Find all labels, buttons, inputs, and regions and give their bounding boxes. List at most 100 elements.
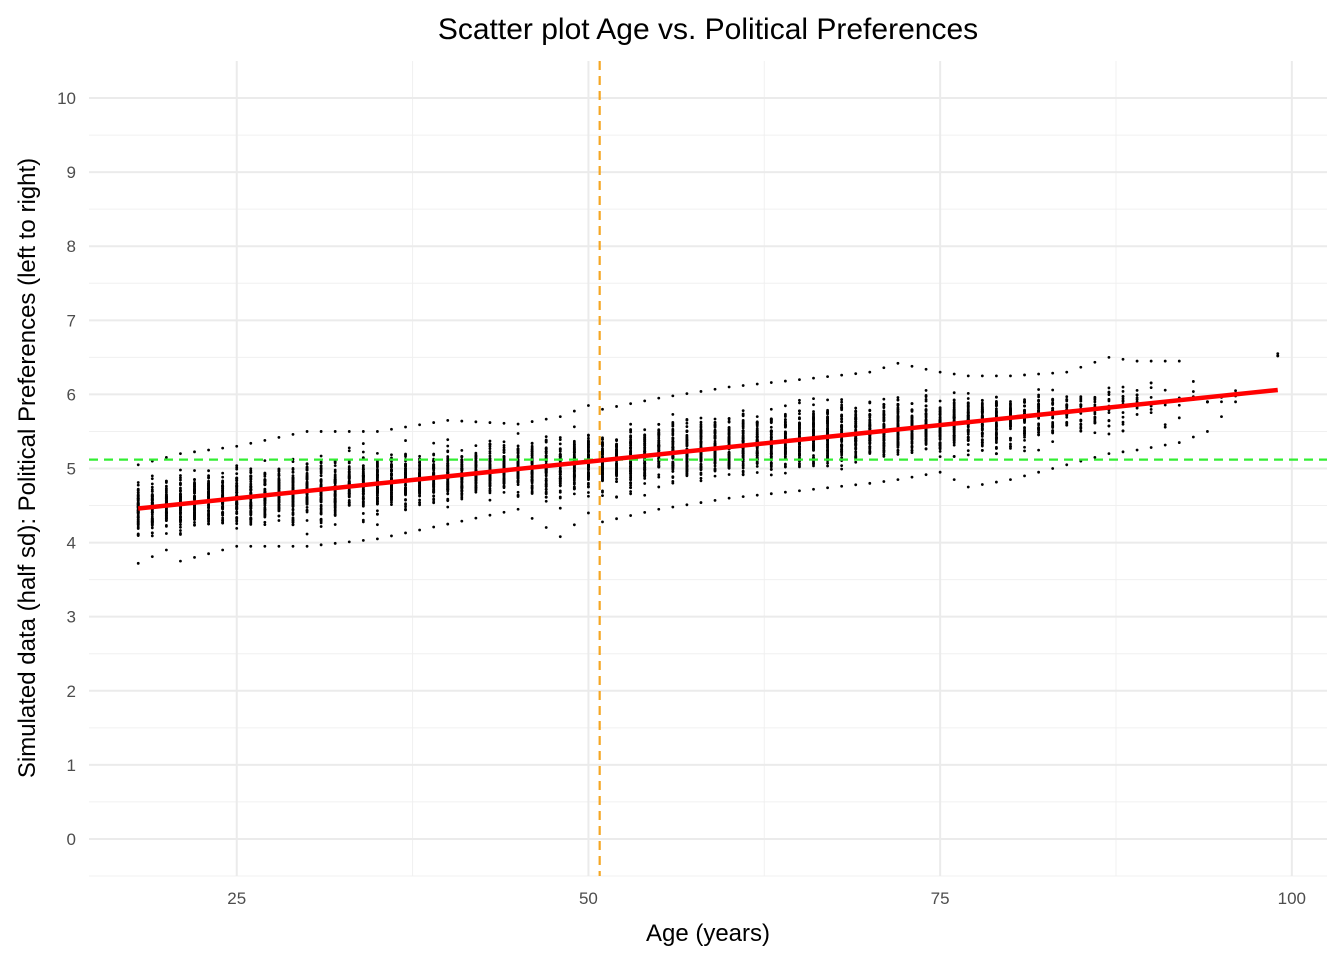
data-point xyxy=(783,425,787,429)
data-point xyxy=(516,444,520,448)
data-point xyxy=(502,462,506,465)
data-point xyxy=(657,485,661,489)
data-point xyxy=(615,472,618,475)
data-point xyxy=(488,447,492,451)
data-point xyxy=(629,402,633,406)
data-point xyxy=(277,473,281,477)
data-point xyxy=(404,455,407,458)
data-point xyxy=(924,473,928,477)
data-point xyxy=(615,449,618,453)
data-point xyxy=(966,415,970,419)
data-point xyxy=(460,486,464,490)
data-point xyxy=(629,430,633,434)
data-point xyxy=(671,463,675,467)
data-point xyxy=(516,480,520,484)
data-point xyxy=(980,444,984,448)
data-point xyxy=(390,534,393,538)
data-point xyxy=(516,432,520,435)
data-point xyxy=(572,439,576,443)
data-point xyxy=(319,474,323,478)
data-point xyxy=(164,548,168,552)
data-point xyxy=(601,476,604,480)
data-point xyxy=(769,381,773,384)
data-point xyxy=(868,370,872,374)
data-point xyxy=(291,519,295,523)
data-point xyxy=(375,498,379,501)
data-point xyxy=(390,485,393,489)
data-point xyxy=(657,465,661,469)
data-point xyxy=(713,442,717,446)
data-point xyxy=(882,403,886,407)
data-point xyxy=(404,474,407,478)
data-point xyxy=(375,493,379,497)
data-point xyxy=(643,446,647,449)
data-point xyxy=(319,505,323,509)
data-point xyxy=(446,468,450,472)
data-point xyxy=(783,379,787,383)
data-point xyxy=(235,519,239,523)
data-point xyxy=(502,490,506,494)
data-point xyxy=(643,444,647,447)
data-point xyxy=(488,439,492,443)
data-point xyxy=(826,375,829,379)
data-point xyxy=(572,425,576,429)
data-point xyxy=(713,420,717,424)
data-point xyxy=(685,418,689,422)
data-point xyxy=(727,419,731,423)
data-point xyxy=(572,456,576,460)
data-point xyxy=(558,476,562,480)
data-point xyxy=(516,448,520,452)
data-point xyxy=(136,483,140,487)
data-point xyxy=(179,523,182,526)
data-point xyxy=(291,467,295,470)
data-point xyxy=(235,502,239,506)
data-point xyxy=(164,513,168,516)
data-point xyxy=(713,431,717,435)
data-point xyxy=(657,439,661,442)
data-point xyxy=(319,543,323,547)
data-point xyxy=(685,460,689,463)
data-point xyxy=(502,450,506,454)
data-point xyxy=(150,534,154,538)
data-point xyxy=(783,421,787,424)
data-point xyxy=(643,477,647,480)
data-point xyxy=(136,490,140,494)
data-point xyxy=(221,518,225,522)
data-point xyxy=(291,480,295,484)
data-point xyxy=(587,436,590,440)
data-point xyxy=(164,492,168,496)
data-point xyxy=(826,429,829,433)
data-point xyxy=(643,434,647,437)
data-point xyxy=(136,524,140,528)
data-point xyxy=(263,515,267,519)
data-point xyxy=(783,490,787,494)
data-point xyxy=(587,485,590,489)
data-point xyxy=(375,501,379,505)
data-point xyxy=(896,406,900,410)
data-point xyxy=(291,508,295,512)
data-point xyxy=(221,511,225,515)
data-point xyxy=(488,454,492,458)
data-point xyxy=(460,448,464,452)
data-point xyxy=(150,517,154,521)
data-point xyxy=(263,500,267,504)
data-point xyxy=(136,494,140,498)
data-point xyxy=(460,489,464,492)
data-point xyxy=(741,453,745,457)
data-point xyxy=(235,482,239,485)
data-point xyxy=(516,490,520,494)
data-point xyxy=(572,443,576,447)
data-point xyxy=(136,510,140,514)
data-point xyxy=(150,474,154,478)
data-point xyxy=(629,470,633,474)
data-point xyxy=(502,473,506,477)
data-point xyxy=(333,494,337,498)
data-point xyxy=(390,491,393,495)
data-point xyxy=(713,464,717,468)
data-point xyxy=(924,434,928,438)
data-point xyxy=(572,409,576,413)
data-point xyxy=(769,430,773,434)
data-point xyxy=(924,409,928,413)
data-point xyxy=(896,412,900,416)
data-point xyxy=(572,492,576,496)
